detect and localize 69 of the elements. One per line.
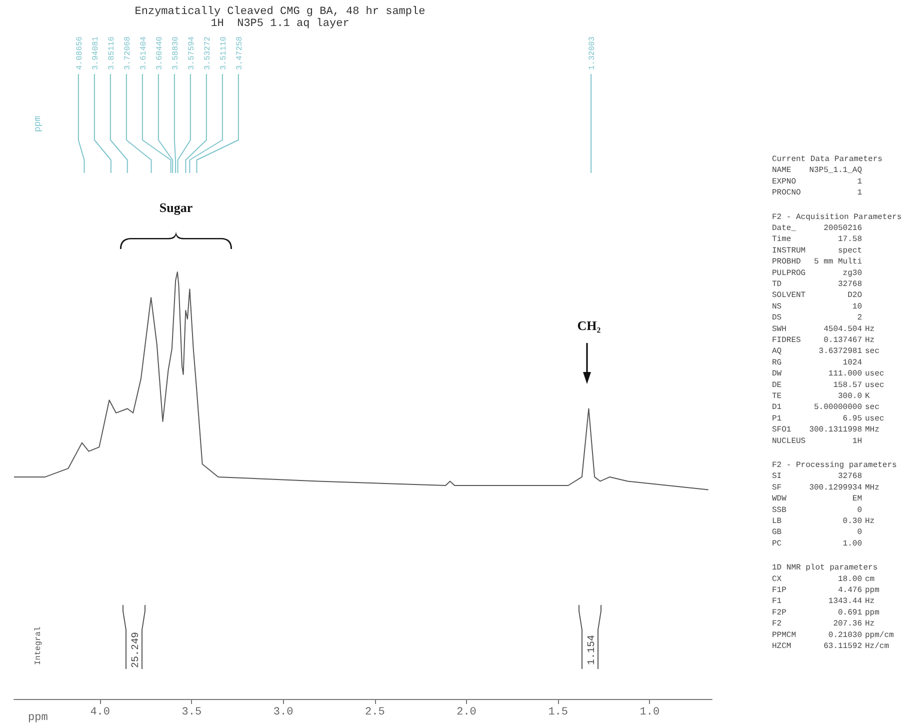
text: F2 - Processing parameters xyxy=(772,461,898,470)
annotation: 3.60440 xyxy=(155,36,164,70)
annotation: 3.58830 xyxy=(171,36,180,70)
text: DW 111.000 usec xyxy=(772,370,884,379)
text: WDW EM xyxy=(772,494,862,504)
chart-subtitle: 1H N3P5 1.1 aq layer xyxy=(210,18,350,30)
text: D1 5.00000000 sec xyxy=(772,403,880,412)
text: PROBHD 5 mm Multi xyxy=(772,258,862,267)
x-tick-label: 1.5 xyxy=(548,706,568,718)
text: ppm xyxy=(33,116,43,132)
annotation: 3.57594 xyxy=(187,36,196,70)
text: SOLVENT D2O xyxy=(772,291,862,300)
annotation: 1.32003 xyxy=(588,36,598,70)
annotation: 3.94081 xyxy=(91,36,100,70)
text: Time 17.58 xyxy=(772,235,862,244)
text: F1P 4.476 ppm xyxy=(772,586,880,595)
text: FIDRES 0.137467 Hz xyxy=(772,336,875,345)
text: NAME N3P5_1.1_AQ xyxy=(772,166,862,176)
x-tick-label: 3.0 xyxy=(273,706,294,718)
text: CX 18.00 cm xyxy=(772,574,875,584)
annotation: 4.08656 xyxy=(75,36,84,70)
text: P1 6.95 usec xyxy=(772,414,884,424)
text: TD 32768 xyxy=(772,280,862,289)
text: DS 2 xyxy=(772,314,862,323)
text: PROCNO 1 xyxy=(772,188,862,198)
text: SF 300.1299934 MHz xyxy=(772,483,880,492)
annotation: 3.51110 xyxy=(219,36,228,70)
y-axis-title: Integral xyxy=(34,626,43,665)
x-tick-label: 4.0 xyxy=(90,706,110,718)
text: LB 0.30 Hz xyxy=(772,517,875,526)
annotation: 3.53272 xyxy=(203,36,212,70)
text: Sugar xyxy=(159,200,193,215)
x-tick-label: 1.0 xyxy=(640,706,660,718)
text: DE 158.57 usec xyxy=(772,380,884,390)
annotation: 3.85116 xyxy=(107,36,116,70)
text: SFO1 300.1311998 MHz xyxy=(772,426,880,435)
text: SSB 0 xyxy=(772,506,862,515)
text: Date_ 20050216 xyxy=(772,224,862,233)
text: TE 300.0 K xyxy=(772,392,870,401)
x-tick-label: 2.5 xyxy=(365,706,385,718)
text: HZCM 63.11592 Hz/cm xyxy=(772,642,890,651)
text: NUCLEUS 1H xyxy=(772,436,862,446)
text: GB 0 xyxy=(772,528,862,538)
annotation: 3.72068 xyxy=(123,36,132,70)
text: F2 207.36 Hz xyxy=(772,620,875,629)
text: PC 1.00 xyxy=(772,539,862,548)
text: SWH 4504.504 Hz xyxy=(772,324,875,334)
text: F2 - Acquisition Parameters xyxy=(772,212,902,222)
annotation: 3.61404 xyxy=(139,36,148,70)
text: AQ 3.6372981 sec xyxy=(772,347,880,356)
annotation: 1.154 xyxy=(587,634,598,666)
annotation: 3.47258 xyxy=(235,36,244,70)
text: INSTRUM spect xyxy=(772,246,862,256)
x-tick-label: 2.0 xyxy=(456,706,476,718)
text: Current Data Parameters xyxy=(772,155,883,164)
text: PPMCM 0.21030 ppm/cm xyxy=(772,630,894,640)
x-tick-label: 3.5 xyxy=(182,706,202,718)
text: 1D NMR plot parameters xyxy=(772,564,878,573)
text: EXPNO 1 xyxy=(772,177,862,186)
x-axis-title: ppm xyxy=(28,712,48,724)
annotation: CH₂ xyxy=(577,318,601,333)
text: PULPROG zg30 xyxy=(772,268,862,278)
text: RG 1024 xyxy=(772,358,862,368)
text: SI 32768 xyxy=(772,472,862,482)
text: F2P 0.691 ppm xyxy=(772,608,880,618)
chart-title: Enzymatically Cleaved CMG g BA, 48 hr sample xyxy=(134,6,426,18)
text: NS 10 xyxy=(772,302,862,312)
annotation: 25.249 xyxy=(131,632,142,668)
text: F1 1343.44 Hz xyxy=(772,597,875,606)
